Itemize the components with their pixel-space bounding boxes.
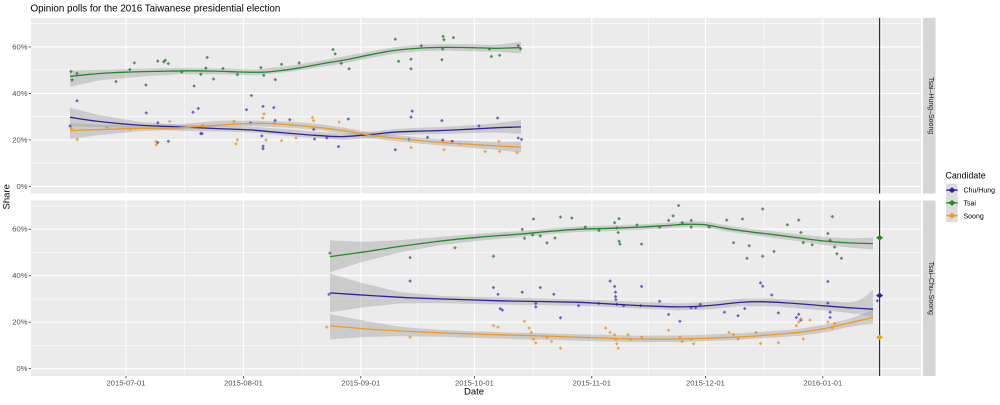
svg-text:Chu/Hung: Chu/Hung [964,188,996,195]
svg-text:20%: 20% [12,135,27,144]
svg-text:60%: 60% [12,225,27,234]
svg-text:Tsai–Chu–Soong: Tsai–Chu–Soong [927,262,934,315]
svg-text:2015-09-01: 2015-09-01 [341,379,380,388]
svg-text:2015-07-01: 2015-07-01 [107,379,146,388]
svg-text:Date: Date [464,387,484,398]
svg-text:2015-08-01: 2015-08-01 [224,379,263,388]
svg-text:Share: Share [2,184,13,209]
svg-text:0%: 0% [17,182,28,191]
svg-text:60%: 60% [12,42,27,51]
svg-text:2015-10-01: 2015-10-01 [455,379,494,388]
svg-text:2015-12-01: 2015-12-01 [686,379,725,388]
svg-text:2015-11-01: 2015-11-01 [573,379,611,388]
svg-text:Tsai–Hung–Soong: Tsai–Hung–Soong [927,77,934,134]
svg-text:Soong: Soong [964,213,984,220]
svg-text:20%: 20% [12,318,27,327]
svg-text:Candidate: Candidate [946,171,986,181]
svg-text:40%: 40% [12,89,27,98]
svg-text:2016-01-01: 2016-01-01 [803,379,842,388]
svg-text:Opinion polls for the 2016 Tai: Opinion polls for the 2016 Taiwanese pre… [31,4,281,15]
svg-text:Tsai: Tsai [964,201,977,208]
svg-text:40%: 40% [12,271,27,280]
svg-text:0%: 0% [17,364,28,373]
